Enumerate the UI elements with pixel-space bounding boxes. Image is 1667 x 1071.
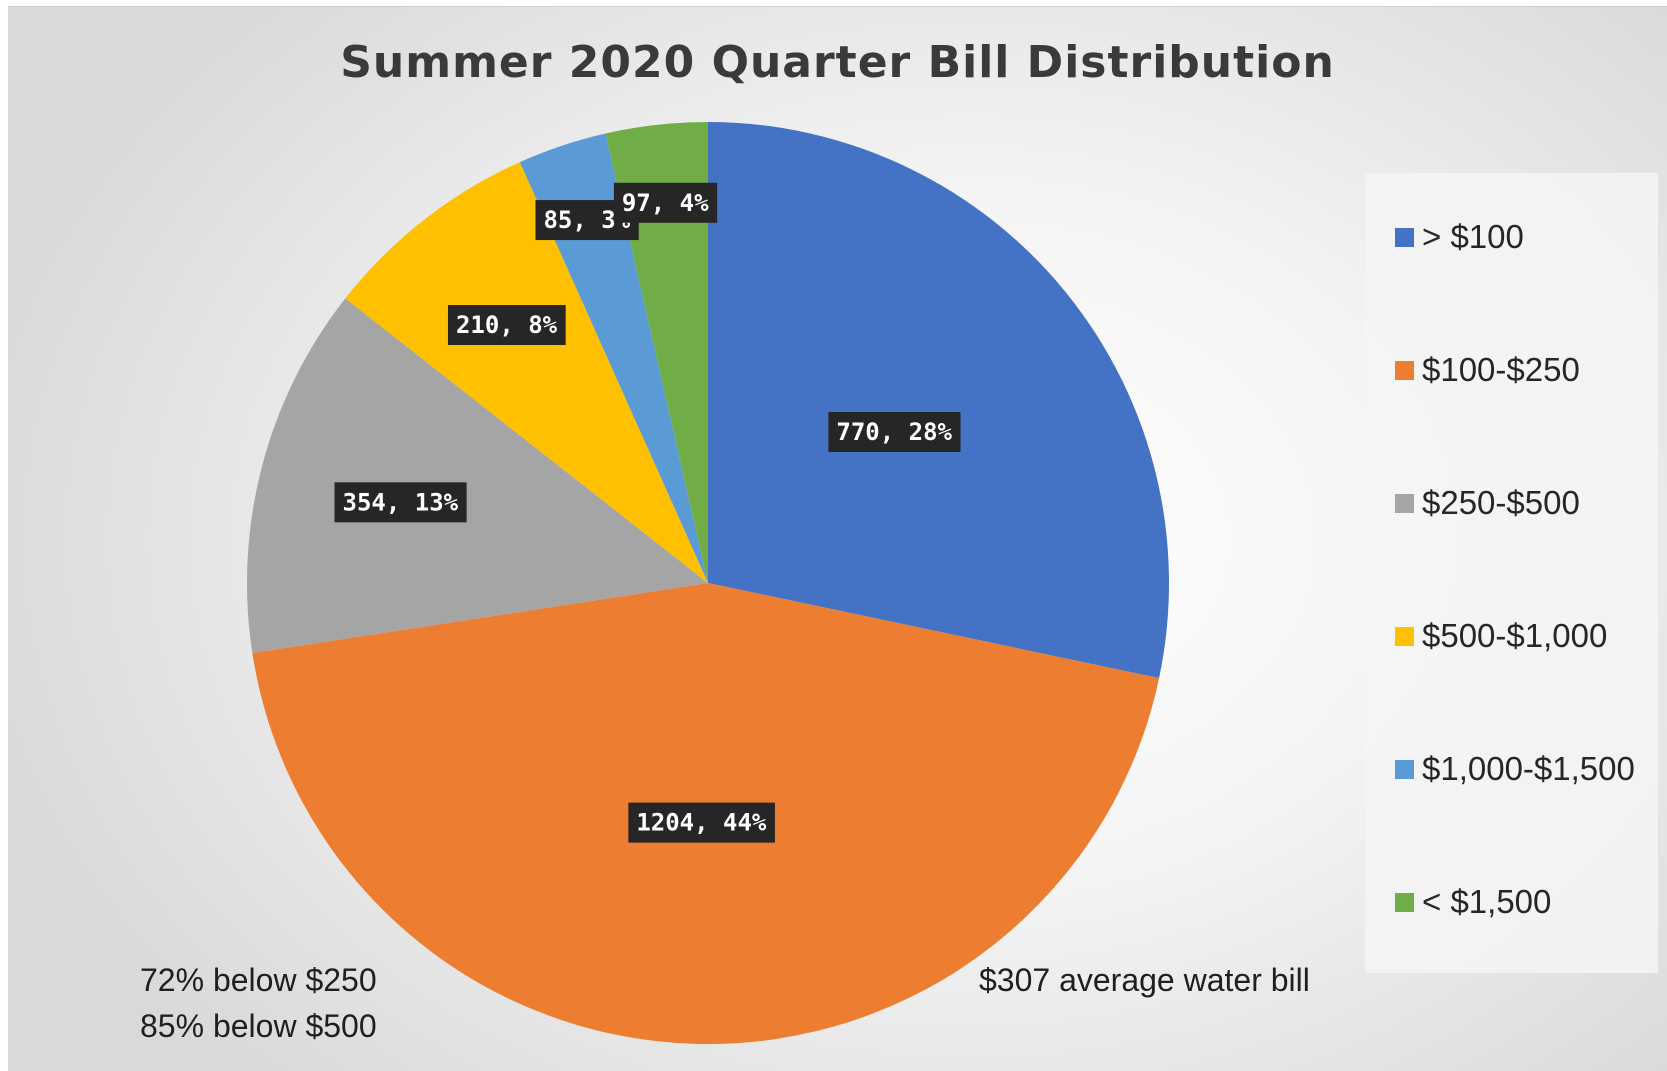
chart-area: Summer 2020 Quarter Bill Distribution 77… [8, 6, 1667, 1071]
pie-chart: 770, 28%1204, 44%354, 13%210, 8%85, 3%97… [247, 122, 1169, 1044]
legend-item: $1,000-$1,500 [1395, 749, 1635, 789]
average-bill-note: $307 average water bill [979, 962, 1310, 998]
data-label-background [447, 305, 566, 346]
legend-swatch [1395, 626, 1414, 646]
data-label: 1204, 44% [628, 802, 775, 843]
data-label: 354, 13% [334, 482, 467, 523]
data-label: 210, 8% [447, 305, 566, 346]
legend-swatch [1395, 493, 1414, 513]
legend-label: $1,000-$1,500 [1422, 750, 1635, 787]
legend-swatch [1395, 227, 1414, 247]
legend-item: $100-$250 [1395, 350, 1580, 390]
legend-label: < $1,500 [1422, 883, 1552, 920]
data-label-text: 97, 4% [622, 189, 709, 217]
legend-item: $250-$500 [1395, 483, 1580, 523]
pie-slice [519, 133, 708, 583]
data-label-background [628, 802, 775, 843]
percentile-note-line: 72% below $250 [140, 962, 377, 998]
legend-label: $250-$500 [1422, 484, 1580, 521]
pie-slice [247, 298, 708, 654]
legend-label: $500-$1,000 [1422, 617, 1608, 654]
percentile-note: 72% below $250 85% below $500 [140, 957, 377, 1049]
legend-item: > $100 [1395, 217, 1524, 257]
percentile-note-line: 85% below $500 [140, 1008, 377, 1044]
data-label: 770, 28% [828, 411, 961, 452]
legend-swatch [1395, 360, 1414, 380]
data-label-background [828, 411, 961, 452]
pie-slice [708, 122, 1169, 679]
legend-item: < $1,500 [1395, 882, 1551, 922]
data-label-text: 1204, 44% [636, 809, 767, 837]
legend-swatch [1395, 892, 1414, 912]
legend-label: $100-$250 [1422, 351, 1580, 388]
legend-item: $500-$1,000 [1395, 616, 1607, 656]
pie-slice [345, 162, 708, 583]
data-label-text: 354, 13% [343, 488, 459, 516]
data-label-background [613, 182, 718, 223]
legend-label: > $100 [1422, 218, 1524, 255]
data-label-text: 210, 8% [456, 311, 558, 339]
legend: > $100 $100-$250 $250-$500 $500-$1,000 $… [1365, 173, 1658, 973]
chart-title: Summer 2020 Quarter Bill Distribution [340, 37, 1335, 88]
data-label-background [334, 482, 467, 523]
data-label-text: 770, 28% [836, 418, 952, 446]
legend-swatch [1395, 759, 1414, 779]
data-label: 97, 4% [613, 182, 718, 223]
